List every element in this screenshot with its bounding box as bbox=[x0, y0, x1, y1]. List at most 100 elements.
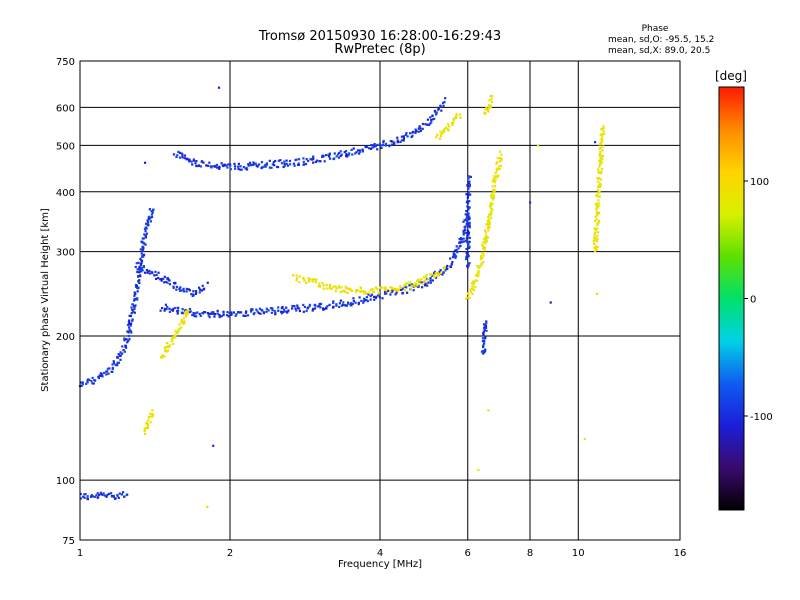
echo-point bbox=[434, 113, 438, 116]
echo-point bbox=[424, 275, 427, 279]
echo-point bbox=[199, 314, 202, 318]
echo-point bbox=[460, 238, 464, 241]
echo-point bbox=[142, 255, 145, 258]
echo-point bbox=[302, 160, 305, 163]
echo-point bbox=[131, 308, 134, 311]
echo-point bbox=[106, 493, 109, 497]
echo-point bbox=[449, 257, 452, 260]
echo-point bbox=[383, 292, 387, 295]
echo-point bbox=[400, 139, 404, 142]
echo-point bbox=[457, 247, 460, 250]
echo-point bbox=[338, 302, 342, 305]
echo-point bbox=[404, 133, 408, 136]
echo-point bbox=[112, 362, 116, 365]
echo-point bbox=[303, 279, 306, 282]
echo-point bbox=[349, 302, 353, 305]
echo-point bbox=[396, 141, 399, 144]
echo-point bbox=[595, 248, 598, 252]
echo-point bbox=[110, 370, 113, 373]
echo-point bbox=[146, 271, 149, 274]
echo-point bbox=[221, 164, 224, 167]
echo-point bbox=[186, 312, 189, 316]
echo-point bbox=[466, 254, 469, 257]
echo-point bbox=[146, 224, 149, 227]
echo-point bbox=[322, 287, 325, 290]
echo-point bbox=[265, 310, 268, 313]
echo-point bbox=[474, 279, 477, 282]
echo-point bbox=[482, 254, 485, 257]
echo-point bbox=[131, 303, 134, 306]
echo-point bbox=[167, 344, 170, 348]
echo-point bbox=[466, 222, 469, 225]
echo-point bbox=[463, 231, 466, 235]
echo-point bbox=[488, 205, 492, 208]
echo-point bbox=[178, 323, 181, 326]
echo-point bbox=[255, 308, 258, 311]
echo-point bbox=[451, 123, 454, 126]
echo-point bbox=[429, 277, 432, 280]
echo-point bbox=[314, 160, 318, 164]
echo-point bbox=[439, 135, 443, 138]
echo-point bbox=[482, 344, 485, 347]
echo-point bbox=[150, 412, 154, 416]
echo-point bbox=[483, 112, 487, 115]
echo-point bbox=[486, 219, 489, 223]
echo-point bbox=[131, 318, 134, 321]
echo-point bbox=[141, 269, 144, 272]
echo-point bbox=[408, 132, 412, 135]
echo-point bbox=[371, 144, 374, 147]
echo-point bbox=[471, 292, 474, 296]
echo-point bbox=[165, 350, 168, 353]
echo-point bbox=[485, 329, 488, 332]
echo-point bbox=[105, 495, 108, 498]
echo-point bbox=[335, 287, 338, 290]
echo-point bbox=[133, 294, 136, 297]
echo-point bbox=[444, 269, 447, 272]
echo-point bbox=[183, 157, 186, 160]
chart-title: Tromsø 20150930 16:28:00-16:29:43 bbox=[258, 29, 501, 44]
echo-point bbox=[467, 190, 470, 194]
echo-point bbox=[445, 267, 448, 271]
echo-point bbox=[335, 155, 338, 158]
echo-point bbox=[433, 110, 437, 113]
echo-point bbox=[484, 236, 487, 240]
echo-point bbox=[464, 239, 467, 242]
echo-point bbox=[361, 150, 364, 153]
echo-point bbox=[439, 130, 442, 133]
echo-point bbox=[394, 293, 397, 296]
echo-point bbox=[419, 127, 422, 130]
y-tick-label: 75 bbox=[62, 536, 75, 547]
echo-point bbox=[363, 298, 367, 302]
echo-point bbox=[218, 166, 221, 169]
echo-point bbox=[226, 166, 229, 169]
echo-point bbox=[207, 314, 210, 317]
echo-point bbox=[315, 159, 319, 162]
echo-point bbox=[318, 282, 321, 285]
echo-point bbox=[129, 314, 132, 318]
echo-point bbox=[378, 296, 381, 299]
echo-point bbox=[308, 280, 311, 283]
echo-point bbox=[143, 427, 146, 430]
echo-point bbox=[484, 231, 488, 234]
echo-point bbox=[110, 495, 114, 498]
echo-point bbox=[500, 157, 503, 160]
echo-point bbox=[147, 419, 150, 422]
y-tick-label: 100 bbox=[56, 476, 75, 487]
echo-point bbox=[323, 160, 326, 163]
echo-point bbox=[596, 202, 599, 205]
echo-point bbox=[483, 342, 486, 345]
echo-point bbox=[458, 245, 461, 248]
echo-point bbox=[415, 282, 418, 286]
echo-point bbox=[468, 185, 471, 188]
echo-point bbox=[395, 291, 398, 294]
echo-point bbox=[466, 296, 469, 299]
echo-point bbox=[490, 193, 494, 197]
echo-point bbox=[271, 163, 274, 166]
echo-point bbox=[188, 160, 191, 163]
echo-point bbox=[81, 381, 84, 384]
echo-point bbox=[490, 212, 493, 215]
echo-point bbox=[419, 129, 422, 132]
echo-point bbox=[280, 162, 284, 165]
echo-point bbox=[257, 311, 260, 315]
echo-point bbox=[484, 349, 487, 353]
